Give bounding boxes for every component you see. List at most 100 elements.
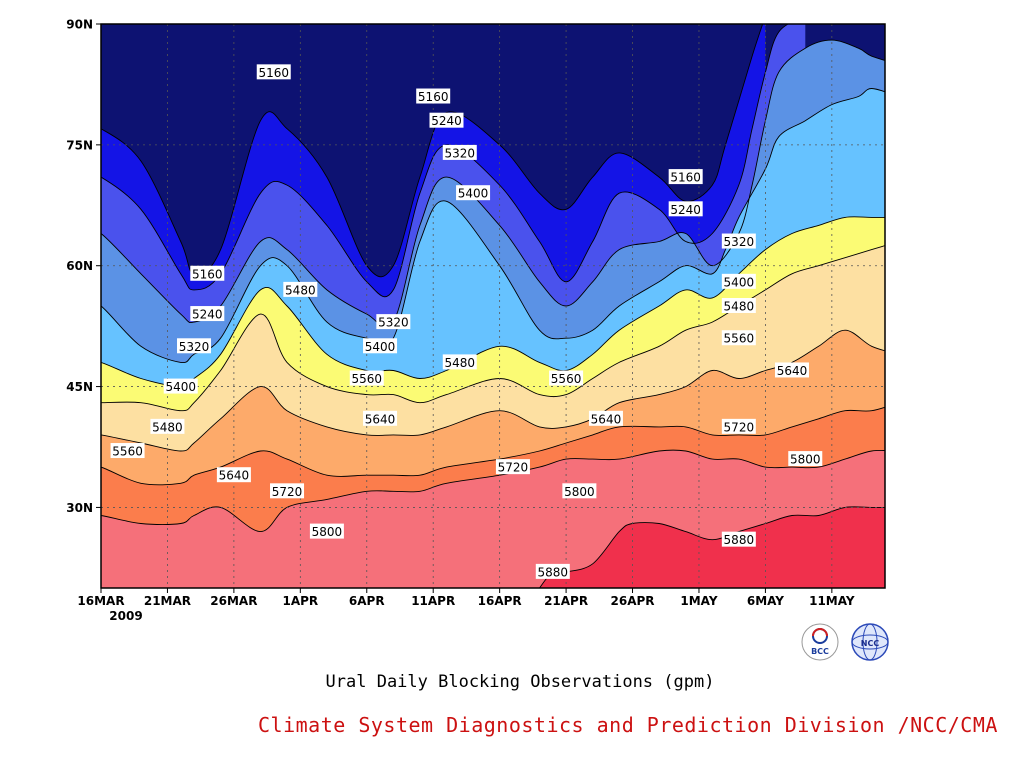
contour-label-text: 5640 bbox=[777, 364, 808, 378]
contour-label-bg bbox=[721, 233, 756, 249]
contour-label-text: 5320 bbox=[378, 316, 409, 330]
x-tick-label: 6APR bbox=[349, 594, 385, 608]
x-tick-label: 16APR bbox=[478, 594, 522, 608]
contour-label-bg bbox=[429, 112, 464, 128]
x-year-label: 2009 bbox=[109, 609, 142, 623]
plot-frame bbox=[100, 23, 886, 589]
contour-label-5560: 5560 bbox=[721, 330, 756, 346]
contour-label-bg bbox=[349, 370, 384, 386]
x-axis: 16MAR 21MAR 26MAR 1APR 6APR 11APR 16APR 21APR 26… bbox=[77, 588, 855, 608]
contour-label-text: 5480 bbox=[445, 356, 476, 370]
contour-label-text: 5160 bbox=[670, 171, 701, 185]
contour-label-text: 5400 bbox=[165, 380, 196, 394]
contour-label-5320: 5320 bbox=[177, 338, 212, 354]
contour-label-5720: 5720 bbox=[495, 459, 530, 475]
contour-label-text: 5880 bbox=[724, 533, 755, 547]
contour-label-bg bbox=[177, 338, 212, 354]
contour-label-bg bbox=[442, 354, 477, 370]
contour-label-5720: 5720 bbox=[270, 483, 305, 499]
contour-label-5560: 5560 bbox=[549, 370, 584, 386]
x-tick-label: 11APR bbox=[411, 594, 455, 608]
contour-label-5640: 5640 bbox=[774, 362, 809, 378]
y-tick-label: 75N bbox=[66, 138, 93, 152]
contour-label-5800: 5800 bbox=[788, 451, 823, 467]
contour-label-bg bbox=[363, 338, 398, 354]
contour-label-5160: 5160 bbox=[256, 64, 291, 80]
contour-label-text: 5480 bbox=[152, 420, 183, 434]
contour-label-bg bbox=[668, 169, 703, 185]
contour-label-5240: 5240 bbox=[668, 201, 703, 217]
contour-label-5240: 5240 bbox=[429, 112, 464, 128]
contour-label-bg bbox=[150, 418, 185, 434]
y-axis: 30N 45N 60N 75N 90N bbox=[66, 18, 101, 515]
contour-label-text: 5560 bbox=[724, 332, 755, 346]
contour-label-5720: 5720 bbox=[721, 418, 756, 434]
contour-label-bg bbox=[721, 330, 756, 346]
contour-label-5480: 5480 bbox=[442, 354, 477, 370]
contour-label-bg bbox=[588, 410, 623, 426]
contour-label-5800: 5800 bbox=[562, 483, 597, 499]
contour-label-5880: 5880 bbox=[535, 563, 570, 579]
contour-label-bg bbox=[309, 523, 344, 539]
contour-label-bg bbox=[190, 265, 225, 281]
y-tick-label: 60N bbox=[66, 259, 93, 273]
bcc-logo: BCC bbox=[801, 623, 839, 661]
x-tick-label: 21MAR bbox=[144, 594, 191, 608]
contour-label-bg bbox=[721, 418, 756, 434]
contour-label-5320: 5320 bbox=[442, 144, 477, 160]
contour-label-text: 5240 bbox=[670, 203, 701, 217]
contour-label-bg bbox=[190, 306, 225, 322]
contour-label-text: 5720 bbox=[272, 485, 303, 499]
contour-label-text: 5320 bbox=[445, 146, 476, 160]
isoline-5400 bbox=[101, 88, 885, 364]
contour-label-text: 5400 bbox=[365, 340, 396, 354]
contour-label-5640: 5640 bbox=[363, 410, 398, 426]
contour-label-text: 5560 bbox=[112, 445, 143, 459]
contour-label-text: 5160 bbox=[192, 267, 223, 281]
contour-label-5160: 5160 bbox=[416, 88, 451, 104]
contour-label-5880: 5880 bbox=[721, 531, 756, 547]
contour-label-5160: 5160 bbox=[190, 265, 225, 281]
contour-label-bg bbox=[495, 459, 530, 475]
contour-label-text: 5880 bbox=[538, 565, 569, 579]
x-tick-label: 6MAY bbox=[747, 594, 784, 608]
contour-label-5560: 5560 bbox=[349, 370, 384, 386]
contour-label-bg bbox=[416, 88, 451, 104]
contour-label-bg bbox=[270, 483, 305, 499]
x-tick-label: 1APR bbox=[282, 594, 318, 608]
contour-label-bg bbox=[668, 201, 703, 217]
contour-label-5320: 5320 bbox=[376, 314, 411, 330]
contour-label-5480: 5480 bbox=[283, 281, 318, 297]
x-tick-label: 26MAR bbox=[210, 594, 257, 608]
bcc-logo-text: BCC bbox=[811, 647, 829, 656]
y-tick-label: 45N bbox=[66, 380, 93, 394]
contour-label-text: 5720 bbox=[724, 420, 755, 434]
contour-label-text: 5320 bbox=[724, 235, 755, 249]
contour-label-text: 5320 bbox=[179, 340, 210, 354]
grid-lines bbox=[100, 24, 885, 588]
contour-label-text: 5400 bbox=[790, 9, 821, 23]
contour-label-bg bbox=[549, 370, 584, 386]
contour-label-5400: 5400 bbox=[163, 378, 198, 394]
contour-label-text: 5560 bbox=[551, 372, 582, 386]
contour-label-text: 5160 bbox=[418, 90, 449, 104]
contour-label-bg bbox=[456, 185, 491, 201]
x-tick-label: 1MAY bbox=[680, 594, 717, 608]
contour-label-text: 5400 bbox=[458, 187, 489, 201]
isoline-5720 bbox=[101, 406, 885, 486]
contour-label-text: 5640 bbox=[591, 412, 622, 426]
credit-line: Climate System Diagnostics and Predictio… bbox=[258, 713, 998, 737]
logos: BCC NCC bbox=[801, 623, 889, 661]
contour-label-5640: 5640 bbox=[588, 410, 623, 426]
contour-label-bg bbox=[721, 298, 756, 313]
contour-label-bg bbox=[256, 64, 291, 80]
contour-label-text: 5560 bbox=[351, 372, 382, 386]
contour-label-text: 5800 bbox=[564, 485, 595, 499]
contour-label-5480: 5480 bbox=[721, 298, 756, 314]
contour-label-bg bbox=[774, 362, 809, 378]
contour-label-bg bbox=[163, 378, 198, 394]
x-tick-label: 11MAY bbox=[809, 594, 855, 608]
contour-label-text: 5800 bbox=[312, 525, 343, 539]
x-tick-label: 21APR bbox=[544, 594, 588, 608]
